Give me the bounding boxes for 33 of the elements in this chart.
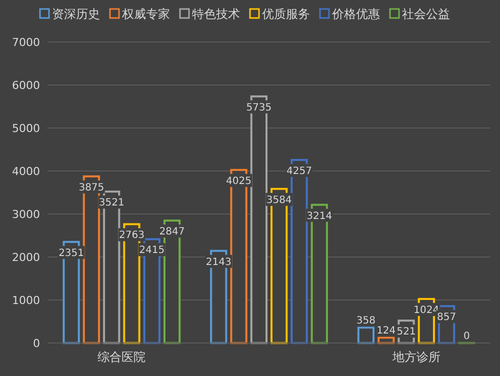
data-label: 5735 xyxy=(246,102,272,114)
data-label: 124 xyxy=(376,326,396,337)
legend-label: 优质服务 xyxy=(262,7,310,21)
y-tick-label: 7000 xyxy=(12,36,40,49)
y-tick-label: 3000 xyxy=(12,208,40,221)
data-label: 0 xyxy=(464,331,470,342)
y-tick-label: 6000 xyxy=(12,79,40,92)
x-tick-label: 地方诊所 xyxy=(391,350,440,364)
x-tick-label: 综合医院 xyxy=(98,350,146,364)
legend-label: 价格优惠 xyxy=(331,7,380,21)
legend-label: 权威专家 xyxy=(121,7,170,21)
data-label: 3521 xyxy=(98,198,124,209)
data-label: 2351 xyxy=(58,248,84,259)
data-label: 2847 xyxy=(159,226,185,238)
y-tick-label: 4000 xyxy=(12,165,40,178)
data-label: 3875 xyxy=(78,182,104,194)
data-label: 4025 xyxy=(226,176,252,187)
data-label: 3214 xyxy=(306,210,332,222)
y-tick-label: 0 xyxy=(33,337,40,350)
data-label: 4257 xyxy=(286,166,312,177)
legend-label: 社会公益 xyxy=(402,7,450,21)
data-label: 2143 xyxy=(206,256,232,268)
data-label: 358 xyxy=(356,316,376,327)
data-label: 3584 xyxy=(266,194,292,206)
data-label: 2415 xyxy=(139,245,165,256)
y-tick-label: 2000 xyxy=(12,251,40,264)
data-label: 521 xyxy=(396,326,416,338)
legend-label: 资深历史 xyxy=(52,7,100,21)
data-label: 857 xyxy=(437,312,456,324)
y-tick-label: 1000 xyxy=(12,294,40,307)
data-label: 2763 xyxy=(119,230,144,242)
legend-label: 特色技术 xyxy=(192,7,240,21)
y-tick-label: 5000 xyxy=(12,122,40,135)
